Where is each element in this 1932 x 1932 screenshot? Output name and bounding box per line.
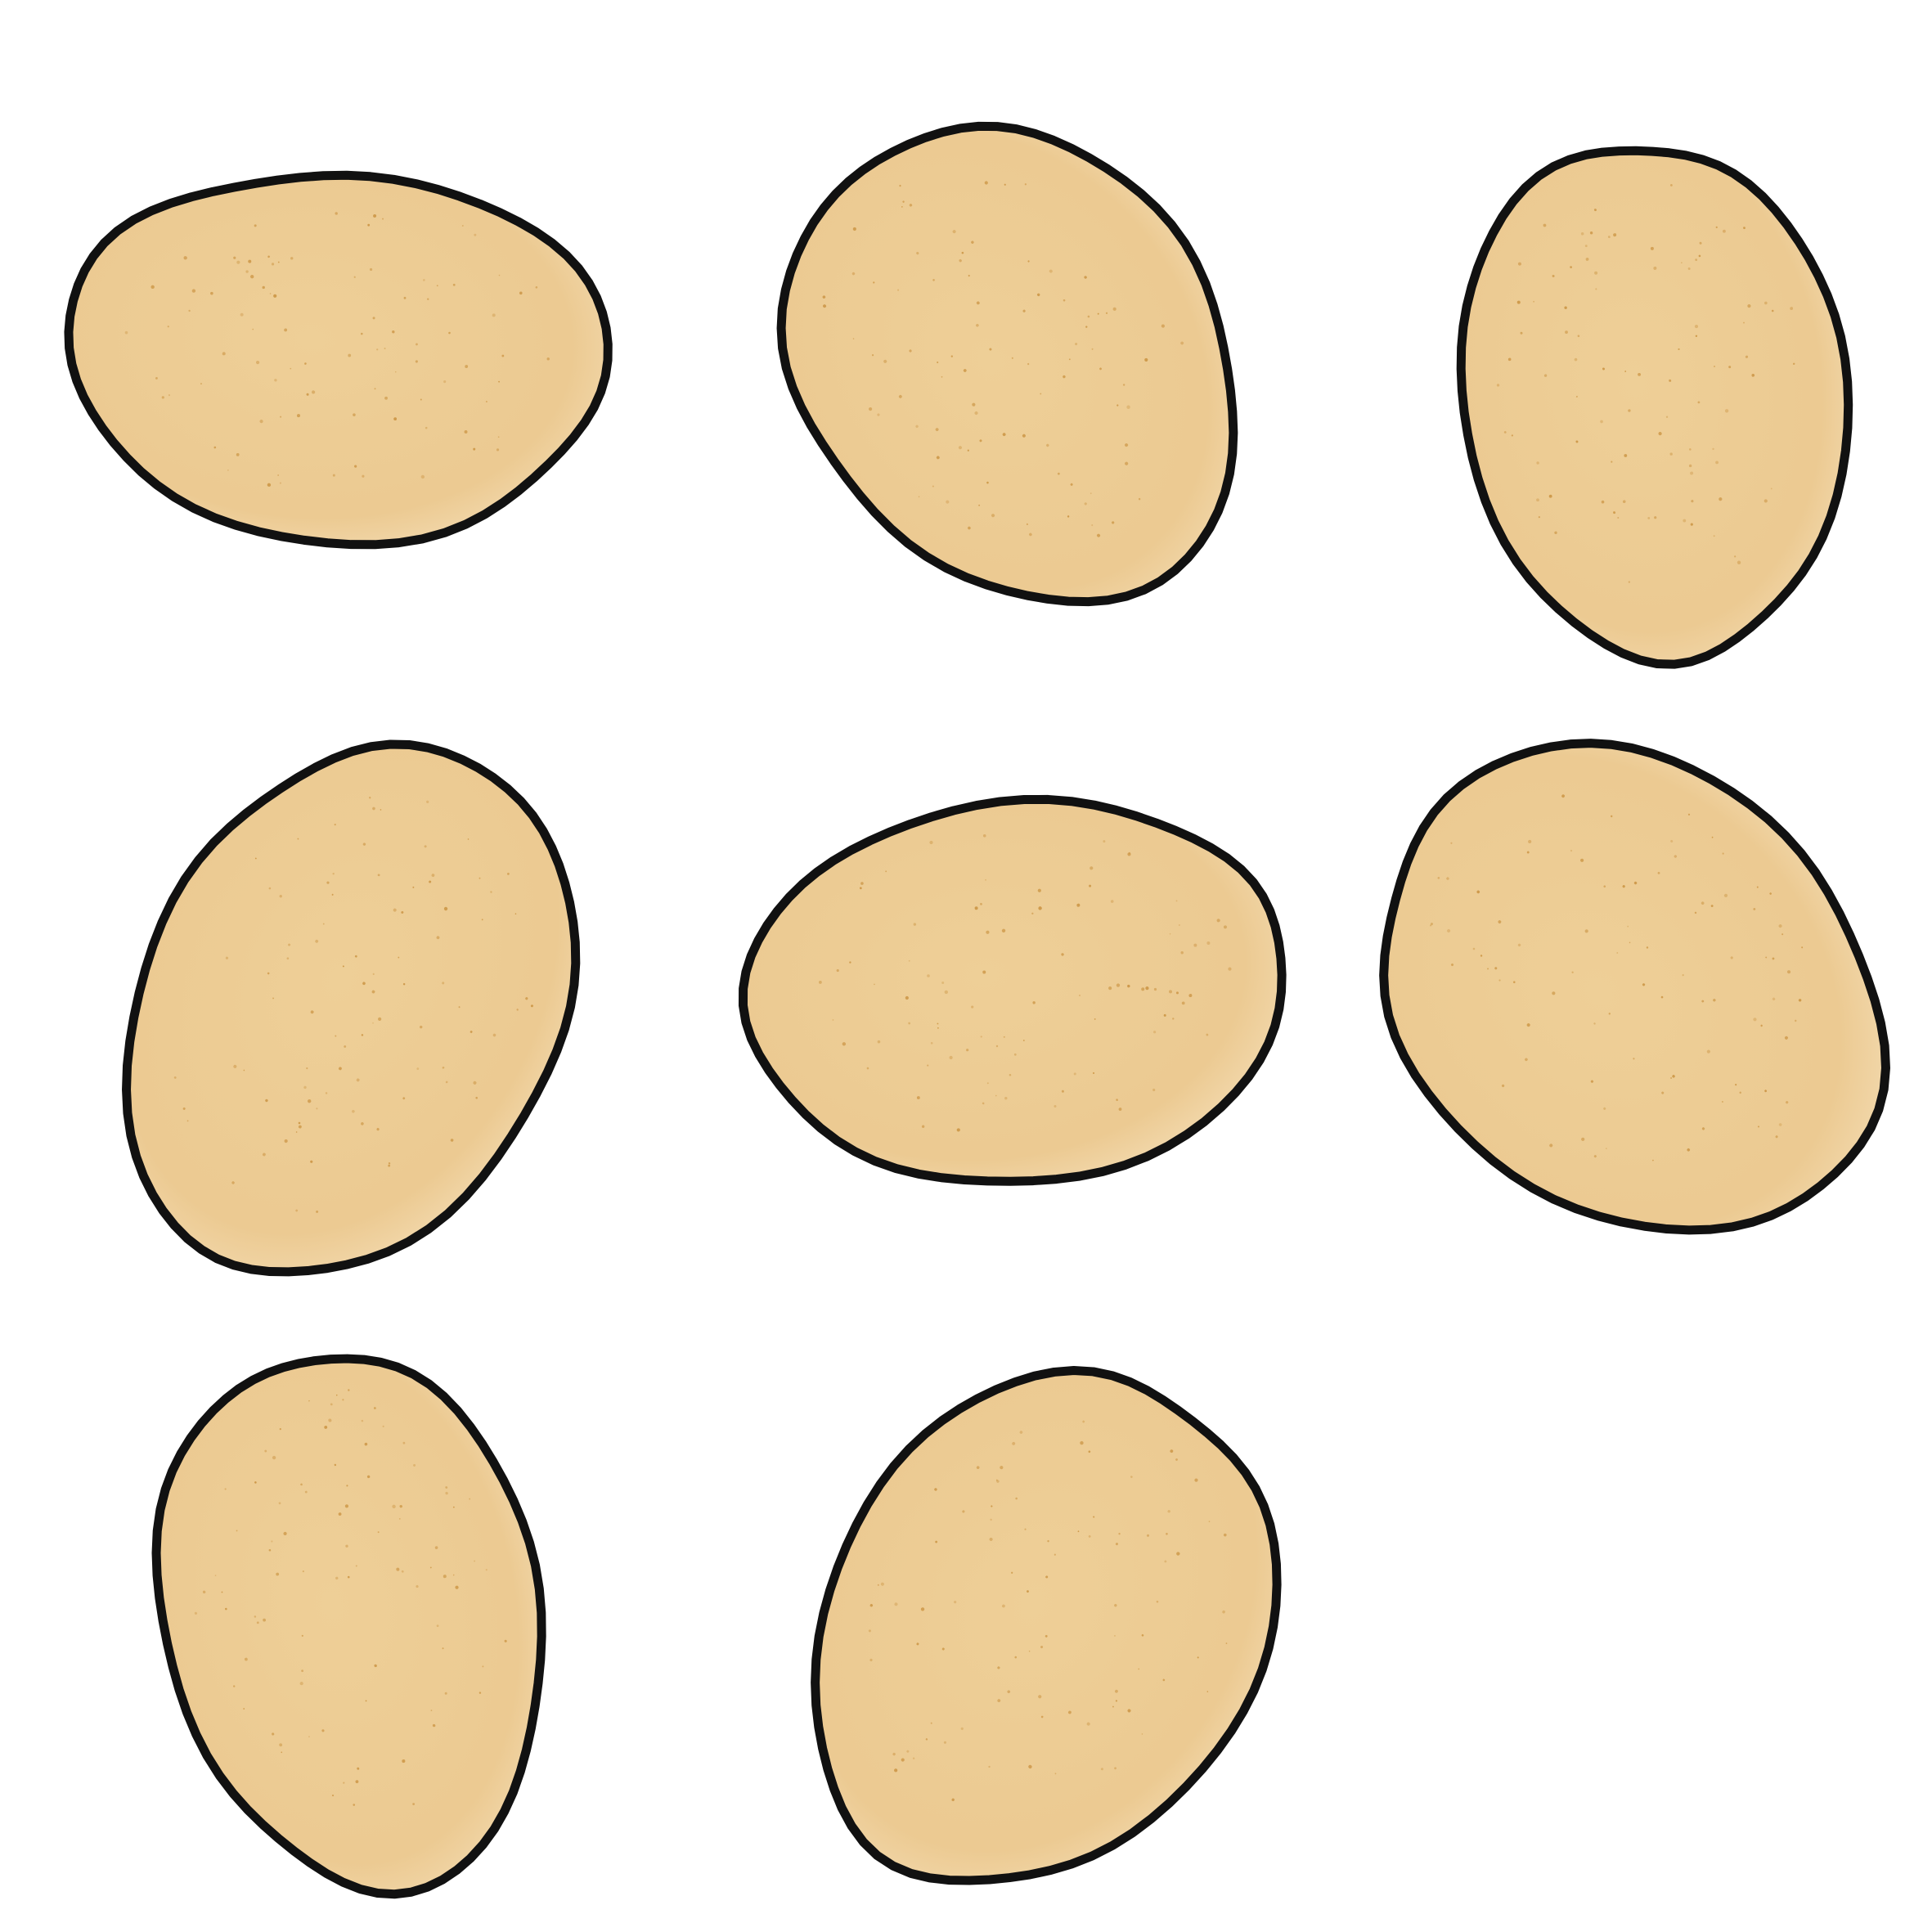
egg-outline (64, 170, 613, 550)
egg-speckles (1496, 184, 1795, 583)
egg-8 (811, 1366, 1282, 1885)
egg-2 (776, 121, 1238, 607)
egg-1 (64, 170, 613, 550)
egg-3 (1456, 146, 1853, 669)
egg-speckles (124, 212, 550, 487)
egg-outline (151, 1354, 546, 1899)
egg-speckles (194, 1389, 507, 1806)
egg-7 (151, 1354, 546, 1899)
egg-outline (1456, 146, 1853, 669)
egg-body (126, 744, 576, 1272)
egg-body (743, 799, 1283, 1182)
egg-speckles (173, 797, 533, 1213)
egg-6 (1379, 739, 1890, 1235)
egg-body (781, 126, 1233, 602)
egg-outline (776, 121, 1238, 607)
egg-outline (811, 1366, 1282, 1885)
egg-speckles (1430, 794, 1804, 1161)
egg-body (1461, 151, 1849, 665)
egg-outline (122, 739, 581, 1277)
egg-body (1383, 743, 1886, 1230)
egg-body (156, 1359, 542, 1894)
egg-speckles (822, 181, 1184, 537)
egg-4 (122, 739, 581, 1277)
eggs-layer (64, 121, 1890, 1899)
egg-speckles (818, 833, 1232, 1132)
egg-outline (1379, 739, 1890, 1235)
egg-outline (738, 794, 1287, 1186)
egg-speckles (868, 1420, 1228, 1802)
egg-body (815, 1370, 1278, 1881)
egg-body (68, 175, 609, 545)
egg-5 (738, 794, 1287, 1186)
